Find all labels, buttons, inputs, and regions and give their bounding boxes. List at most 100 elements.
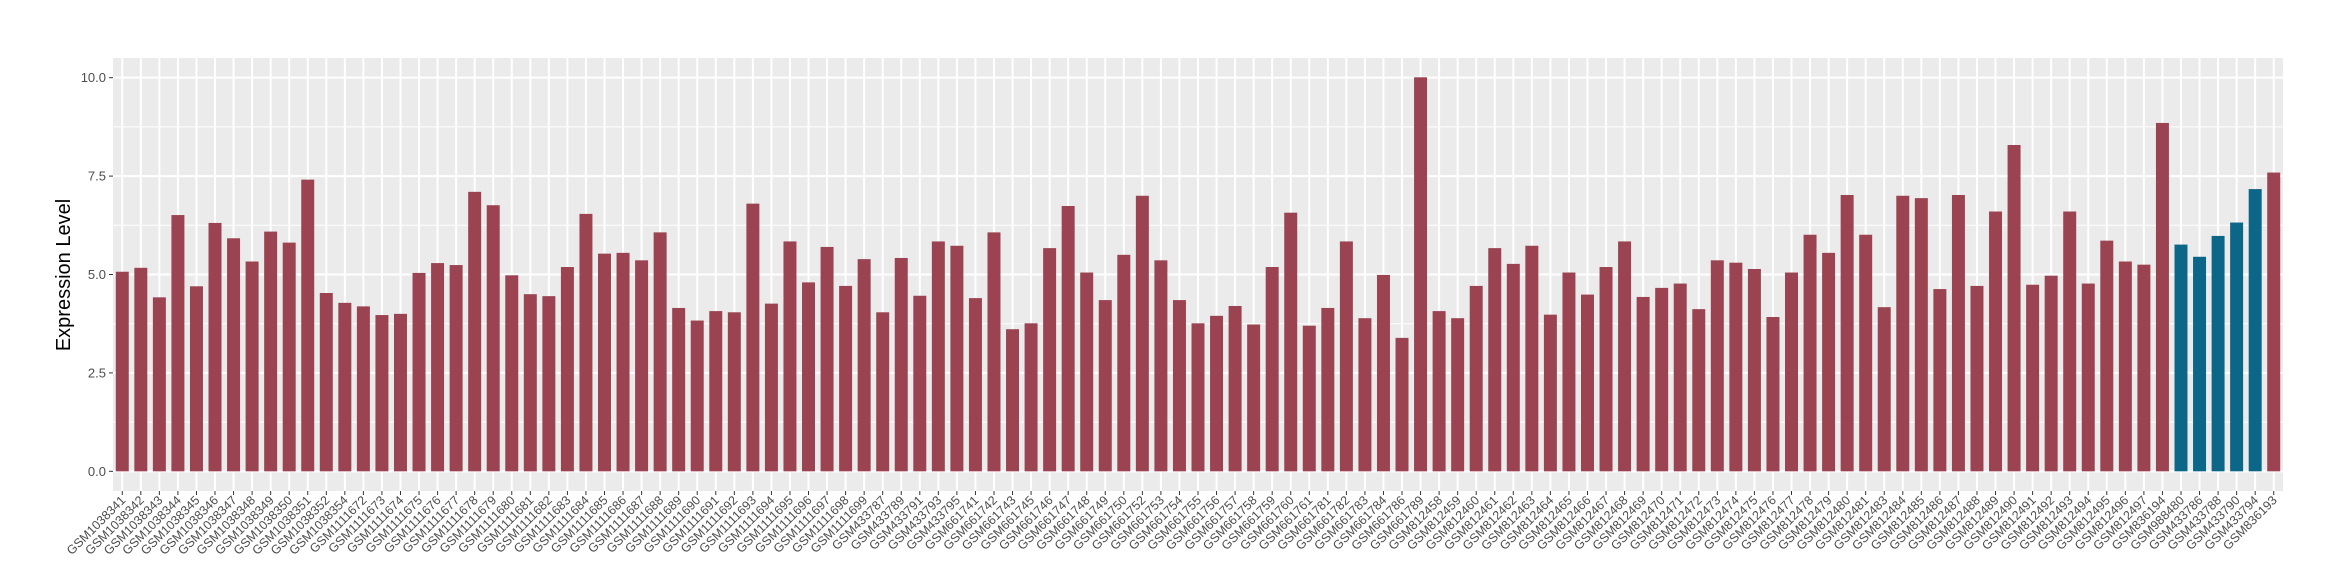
bar (764, 303, 778, 472)
bar (1914, 198, 1928, 472)
bar (1006, 329, 1020, 472)
bar (152, 297, 166, 472)
bar (1951, 194, 1965, 472)
bar (709, 311, 723, 472)
bar (1989, 211, 2003, 472)
bar (301, 179, 315, 472)
bar (1061, 206, 1075, 472)
bar (2267, 172, 2281, 472)
bar (1543, 314, 1557, 472)
bar (950, 245, 964, 472)
bar (1024, 323, 1038, 472)
y-tick-label: 5.0 (88, 267, 106, 282)
bar (523, 294, 537, 472)
bar (208, 222, 222, 472)
bar (560, 267, 574, 472)
bar (820, 246, 834, 472)
bar (1636, 296, 1650, 472)
bar (393, 313, 407, 472)
y-tick-label: 0.0 (88, 464, 106, 479)
bar (727, 312, 741, 472)
bar (1896, 195, 1910, 472)
bar (449, 265, 463, 472)
bar (1747, 268, 1761, 472)
bar (1618, 241, 1632, 472)
y-tick-label: 2.5 (88, 365, 106, 380)
bar (1506, 263, 1520, 472)
bar (690, 320, 704, 472)
bar (2118, 261, 2132, 472)
bar (783, 241, 797, 472)
bar (1710, 260, 1724, 472)
bar (319, 293, 333, 472)
bar (1877, 307, 1891, 472)
bar (2193, 256, 2207, 472)
bar (189, 286, 203, 472)
bar (968, 298, 982, 472)
bar (1043, 248, 1057, 472)
bar (635, 260, 649, 472)
bar (2100, 240, 2114, 472)
bar (653, 232, 667, 472)
bar (1117, 254, 1131, 472)
bar (1766, 317, 1780, 472)
y-axis: 0.0 2.5 5.0 7.5 10.0 (81, 70, 113, 479)
bar (1729, 262, 1743, 472)
bar (1562, 272, 1576, 472)
bar (1673, 283, 1687, 472)
bar (1451, 318, 1465, 472)
bar (802, 282, 816, 472)
bar (2155, 122, 2169, 472)
bar (579, 213, 593, 472)
bar (1432, 311, 1446, 472)
bar (913, 295, 927, 472)
bar (1321, 307, 1335, 472)
bar (2230, 222, 2244, 472)
bar (1655, 287, 1669, 472)
bar (2081, 283, 2095, 472)
bar (1785, 272, 1798, 472)
bar (1376, 274, 1390, 472)
bar (672, 307, 686, 472)
bar (1599, 267, 1613, 472)
bar (227, 238, 241, 472)
bar (1339, 241, 1353, 472)
bars (115, 77, 2281, 472)
bar (486, 205, 500, 472)
bar (542, 296, 556, 472)
y-tick-label: 7.5 (88, 169, 106, 184)
bar (1469, 285, 1483, 472)
bar (431, 263, 445, 472)
x-axis: GSM1038341GSM1038342GSM1038343GSM1038344… (64, 491, 2280, 558)
bar (1135, 195, 1149, 472)
bar (505, 275, 519, 472)
bar (1970, 285, 1984, 472)
bar (282, 242, 296, 472)
bar (857, 259, 871, 472)
bar (356, 306, 370, 472)
bar (1358, 318, 1372, 472)
y-axis-title: Expression Level (53, 199, 75, 351)
bar (1859, 234, 1873, 472)
bar (2007, 144, 2021, 472)
bar (468, 191, 482, 472)
bar (839, 285, 853, 472)
bar (894, 257, 908, 472)
bar (746, 203, 760, 472)
bar (1414, 77, 1428, 472)
bar (245, 261, 259, 472)
bar (1154, 260, 1168, 472)
bar (1210, 315, 1224, 472)
bar (1840, 194, 1854, 472)
bar (2044, 275, 2058, 472)
bar (1580, 294, 1594, 472)
bar (1247, 324, 1261, 472)
bar (1488, 248, 1502, 472)
bar (1822, 252, 1836, 472)
bar (171, 215, 185, 472)
bar (412, 272, 426, 472)
bar (1265, 267, 1279, 472)
bar (1191, 323, 1205, 472)
bar (1692, 309, 1706, 472)
bar (115, 271, 129, 472)
